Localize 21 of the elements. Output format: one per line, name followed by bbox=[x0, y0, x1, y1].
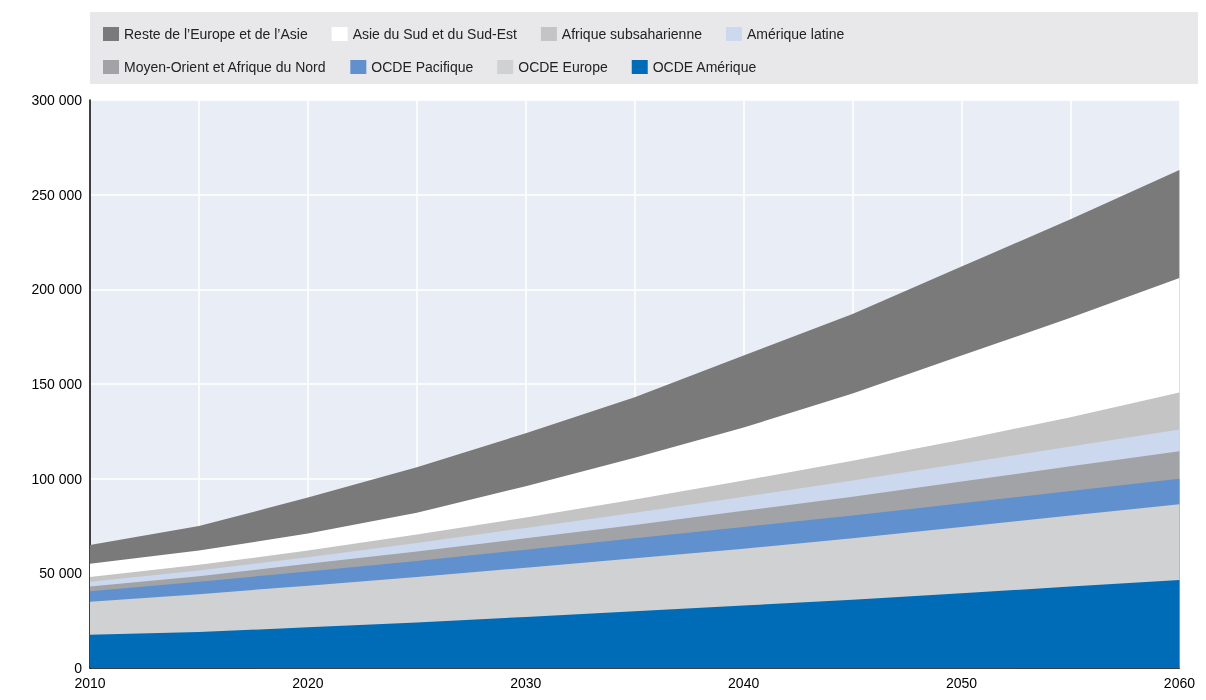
x-tick-label: 2060 bbox=[1163, 675, 1196, 691]
legend-label: Asie du Sud et du Sud-Est bbox=[352, 26, 517, 42]
y-tick-label: 100 000 bbox=[31, 470, 83, 487]
y-tick-label: 50 000 bbox=[39, 565, 83, 582]
x-tick-label: 2050 bbox=[945, 675, 978, 691]
y-tick-label: 0 bbox=[74, 660, 83, 676]
y-tick-label: 250 000 bbox=[31, 186, 83, 203]
y-tick-label: 150 000 bbox=[31, 376, 83, 392]
legend-label: Moyen-Orient et Afrique du Nord bbox=[124, 59, 326, 75]
y-tick-label: 200 000 bbox=[31, 281, 83, 298]
y-tick-label: 300 000 bbox=[31, 92, 83, 108]
x-tick-label: 2040 bbox=[728, 675, 760, 691]
x-tick-label: 2010 bbox=[74, 675, 106, 691]
x-tick-label: 2030 bbox=[510, 675, 542, 691]
x-tick-label: 2020 bbox=[292, 675, 324, 691]
legend-label: OCDE Europe bbox=[518, 59, 608, 75]
legend-label: Amérique latine bbox=[746, 26, 845, 42]
legend-label: Afrique subsaharienne bbox=[561, 26, 703, 42]
legend-label: OCDE Pacifique bbox=[371, 59, 474, 75]
legend-label: OCDE Amérique bbox=[652, 59, 757, 75]
legend-label: Reste de l’Europe et de l’Asie bbox=[124, 26, 308, 42]
